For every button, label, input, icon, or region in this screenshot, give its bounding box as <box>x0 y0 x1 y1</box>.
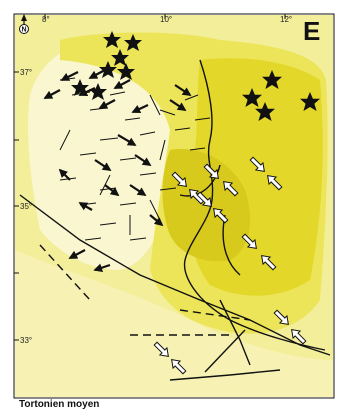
lat-tick-33: 33° <box>20 336 32 345</box>
compression-arrow-icon <box>241 233 257 249</box>
star-icon <box>71 79 89 96</box>
star-icon <box>255 102 275 121</box>
star-icon <box>89 83 107 100</box>
white-arrow-group <box>153 156 307 375</box>
compression-arrow-icon <box>203 163 219 179</box>
lat-tick-37: 37° <box>20 68 32 77</box>
north-label: N <box>22 27 27 34</box>
lat-tick-35: 35° <box>20 202 32 211</box>
lon-tick-8: 8° <box>42 15 50 24</box>
lon-tick-10: 10° <box>160 15 172 24</box>
southern-zone <box>15 250 333 397</box>
black-arrows <box>43 69 192 272</box>
star-icon <box>124 34 142 51</box>
compression-arrow-icon <box>249 156 265 172</box>
star-icon <box>111 49 129 66</box>
lon-tick-12: 12° <box>280 15 292 24</box>
star-icon <box>117 63 135 80</box>
dashed-lines <box>39 244 251 336</box>
compression-arrow-icon <box>291 329 307 345</box>
star-icon-group <box>71 31 320 121</box>
map-caption: Tortonien moyen <box>19 399 99 410</box>
compression-arrow-icon <box>273 309 289 325</box>
axis-ticks <box>14 14 286 341</box>
compression-arrow-icon <box>267 175 283 191</box>
star-icon <box>242 88 262 107</box>
compression-arrow-icon <box>153 341 169 357</box>
star-icon <box>300 92 320 111</box>
star-icon <box>262 70 282 89</box>
star-icon <box>99 61 117 78</box>
pale-zone <box>28 40 177 270</box>
compression-arrow-icon <box>213 208 229 224</box>
compression-arrow-icon <box>261 255 277 271</box>
compression-arrow-icon <box>223 181 239 197</box>
compression-arrow-icon <box>171 359 187 375</box>
panel-letter: E <box>303 16 320 46</box>
compression-arrow-icon <box>196 191 212 207</box>
fault-lines <box>19 59 331 381</box>
north-arrow-icon <box>19 14 29 34</box>
star-icon <box>103 31 121 48</box>
compression-arrow-icon <box>171 171 187 187</box>
